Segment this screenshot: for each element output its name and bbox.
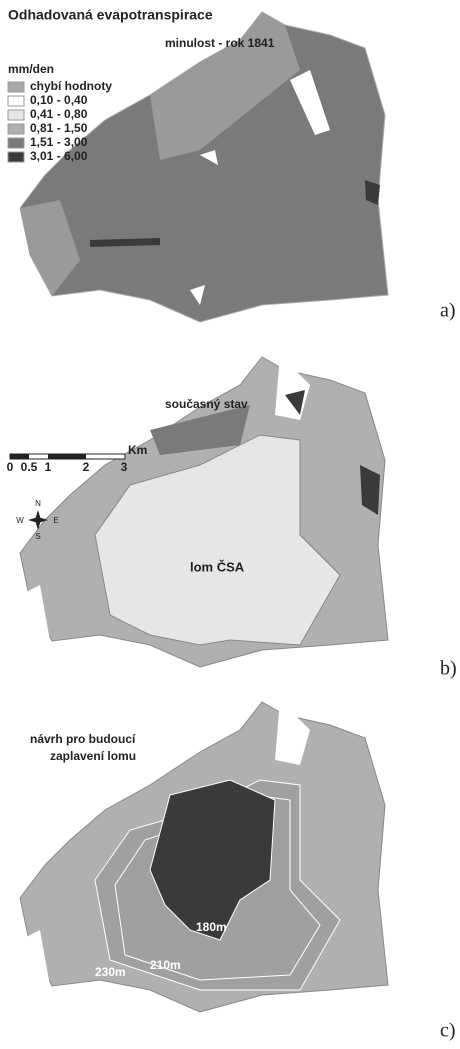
map-a [20,12,388,322]
compass-s: S [35,532,40,541]
scale-tick-label: 1 [45,460,52,474]
title: Odhadovaná evapotranspirace [8,7,213,23]
legend-label: 1,51 - 3,00 [30,135,88,149]
legend-swatch [8,124,24,134]
compass-w: W [16,516,24,525]
legend-swatch [8,82,24,92]
contour-label: 230m [95,965,126,979]
legend-label: 0,41 - 0,80 [30,107,88,121]
caption: minulost - rok 1841 [165,36,275,50]
caption: zaplavení lomu [50,749,136,763]
contour-label: 210m [150,958,181,972]
scale-tick-label: 0 [7,460,14,474]
caption: návrh pro budoucí [30,732,136,746]
legend-label: 0,81 - 1,50 [30,121,88,135]
scale-bar [10,454,125,459]
legend-label: 0,10 - 0,40 [30,93,88,107]
map-c [20,700,388,1012]
legend-label: chybí hodnoty [30,79,112,93]
pit-label: lom ČSA [190,559,245,574]
legend-swatch [8,138,24,148]
contour-label: 180m [196,920,227,934]
panel-label: c) [440,1020,456,1042]
legend-label: 3,01 - 6,00 [30,149,88,163]
compass-n: N [35,499,41,508]
compass-e: E [53,516,58,525]
panel-label: a) [440,300,456,322]
legend-title: mm/den [8,62,54,76]
caption: současný stav [165,397,248,411]
scale-tick-label: 0.5 [21,460,38,474]
panel-label: b) [440,658,457,680]
legend-swatch [8,152,24,162]
figure: Odhadovaná evapotranspirace minulost - r… [0,0,460,1049]
scale-tick-label: 3 [121,460,128,474]
scale-tick-label: 2 [83,460,90,474]
legend-swatch [8,96,24,106]
legend-swatch [8,110,24,120]
scale-unit: Km [128,443,147,457]
